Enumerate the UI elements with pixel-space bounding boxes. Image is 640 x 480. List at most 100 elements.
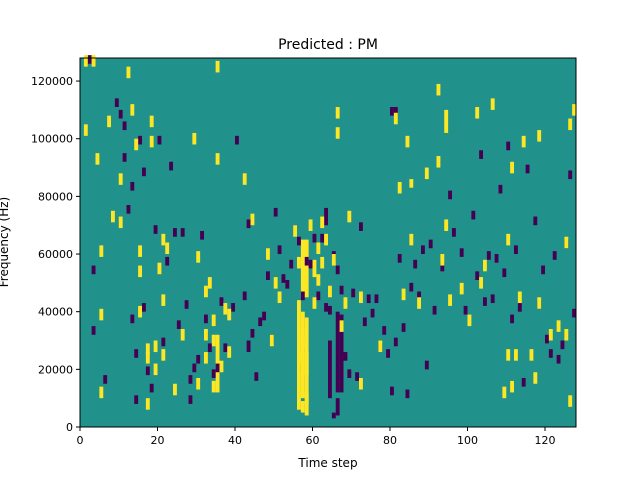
heatmap-cell-low xyxy=(173,228,177,237)
heatmap-cell-high xyxy=(335,127,340,139)
heatmap-cell-low xyxy=(498,184,503,194)
heatmap-cell-low xyxy=(374,294,379,304)
heatmap-cell-high xyxy=(211,380,216,393)
y-axis-label: Frequency (Hz) xyxy=(0,197,11,288)
heatmap-cell-high xyxy=(266,248,270,260)
heatmap-cell-high xyxy=(83,124,88,136)
heatmap-cell-low xyxy=(428,239,433,249)
heatmap-cell-high xyxy=(308,219,313,231)
x-tick-label: 80 xyxy=(383,434,397,447)
heatmap-cell-low xyxy=(176,320,181,329)
heatmap-cell-high xyxy=(556,320,561,332)
heatmap-cell-high xyxy=(514,349,518,361)
heatmap-cell-low xyxy=(335,265,340,275)
heatmap-cell-low xyxy=(289,259,294,269)
heatmap-cell-high xyxy=(564,328,569,341)
heatmap-cell-low xyxy=(479,150,484,159)
heatmap-cell-high xyxy=(483,259,487,272)
heatmap-cell-low xyxy=(409,282,414,292)
heatmap-cell-high xyxy=(510,161,515,174)
heatmap-cell-high xyxy=(165,242,170,255)
heatmap-cell-low xyxy=(134,349,139,358)
heatmap-cell-high xyxy=(215,153,220,165)
heatmap-cell-high xyxy=(269,334,274,347)
heatmap-cell-high xyxy=(118,216,123,229)
heatmap-cell-high xyxy=(157,262,162,275)
heatmap-cell-low xyxy=(413,259,418,269)
heatmap-cell-high xyxy=(506,233,511,246)
heatmap-cell-high xyxy=(359,291,363,304)
heatmap-cell-high xyxy=(277,291,282,304)
heatmap-cell-high xyxy=(145,398,150,410)
heatmap-cell-high xyxy=(196,251,201,263)
y-tick-label: 100000 xyxy=(31,133,73,146)
heatmap-cell-low xyxy=(242,291,247,301)
heatmap-cell-high xyxy=(145,352,150,364)
heatmap-cell-high xyxy=(293,225,298,237)
heatmap-cell-low xyxy=(483,297,487,306)
heatmap-cell-low xyxy=(207,343,212,353)
heatmap-cell-high xyxy=(204,328,208,341)
heatmap-cell-high xyxy=(572,104,577,116)
heatmap-cell-high xyxy=(138,265,143,278)
heatmap-block-high xyxy=(300,239,309,298)
heatmap-cell-high xyxy=(95,153,100,165)
heatmap-cell-low xyxy=(126,205,131,214)
heatmap-cell-high xyxy=(99,308,104,321)
heatmap-cell-low xyxy=(514,245,518,255)
heatmap-cell-low xyxy=(440,262,445,272)
heatmap-cell-low xyxy=(142,167,146,177)
heatmap-cell-high xyxy=(300,401,305,413)
heatmap-cell-high xyxy=(126,66,131,79)
heatmap-cell-high xyxy=(215,60,220,73)
heatmap-cell-high xyxy=(424,167,429,180)
y-tick-label: 40000 xyxy=(38,306,73,319)
y-tick-label: 60000 xyxy=(38,248,73,261)
heatmap-cell-high xyxy=(401,288,406,301)
heatmap-cell-low xyxy=(417,291,422,301)
heatmap-cell-low xyxy=(355,372,360,381)
heatmap-cell-high xyxy=(502,386,507,399)
heatmap-cell-high xyxy=(537,297,542,309)
heatmap-cell-low xyxy=(188,395,193,404)
heatmap-cell-high xyxy=(149,115,154,128)
heatmap-cell-high xyxy=(83,55,88,67)
heatmap-cell-high xyxy=(397,181,402,194)
heatmap-cell-high xyxy=(436,156,441,168)
heatmap-cell-low xyxy=(359,222,363,231)
heatmap-cell-low xyxy=(370,308,375,318)
heatmap-cell-high xyxy=(568,118,573,131)
heatmap-cell-low xyxy=(320,233,325,243)
heatmap-cell-low xyxy=(401,323,406,332)
heatmap-cell-high xyxy=(138,245,143,257)
heatmap-cell-low xyxy=(281,274,286,283)
heatmap-cell-high xyxy=(250,213,255,226)
heatmap-cell-high xyxy=(568,395,573,407)
heatmap-cell-low xyxy=(506,141,511,151)
heatmap-cell-low xyxy=(556,354,561,364)
heatmap-cell-high xyxy=(297,352,301,364)
heatmap-cell-high xyxy=(180,328,185,341)
x-axis-label: Time step xyxy=(297,456,357,470)
heatmap-block-low xyxy=(339,331,344,393)
heatmap-cell-high xyxy=(304,363,309,376)
heatmap-cell-high xyxy=(204,352,208,364)
plot-frame xyxy=(79,57,577,428)
heatmap-cell-high xyxy=(533,372,538,384)
heatmap-block-low xyxy=(393,107,398,116)
heatmap-cell-high xyxy=(320,256,325,269)
heatmap-cell-high xyxy=(347,210,352,223)
heatmap-cell-high xyxy=(161,233,166,246)
heatmap-cell-high xyxy=(405,135,410,148)
y-tick-label: 0 xyxy=(66,421,73,434)
x-tick-label: 120 xyxy=(535,434,556,447)
heatmap-cell-low xyxy=(494,254,499,263)
heatmap-cell-low xyxy=(122,121,127,131)
heatmap-cell-low xyxy=(521,377,526,387)
heatmap-cell-high xyxy=(153,363,158,376)
heatmap-cell-high xyxy=(444,219,449,231)
heatmap-cell-high xyxy=(118,173,123,185)
heatmap-cell-high xyxy=(300,337,305,350)
heatmap-cell-low xyxy=(142,303,146,312)
heatmap-cell-high xyxy=(537,130,542,142)
